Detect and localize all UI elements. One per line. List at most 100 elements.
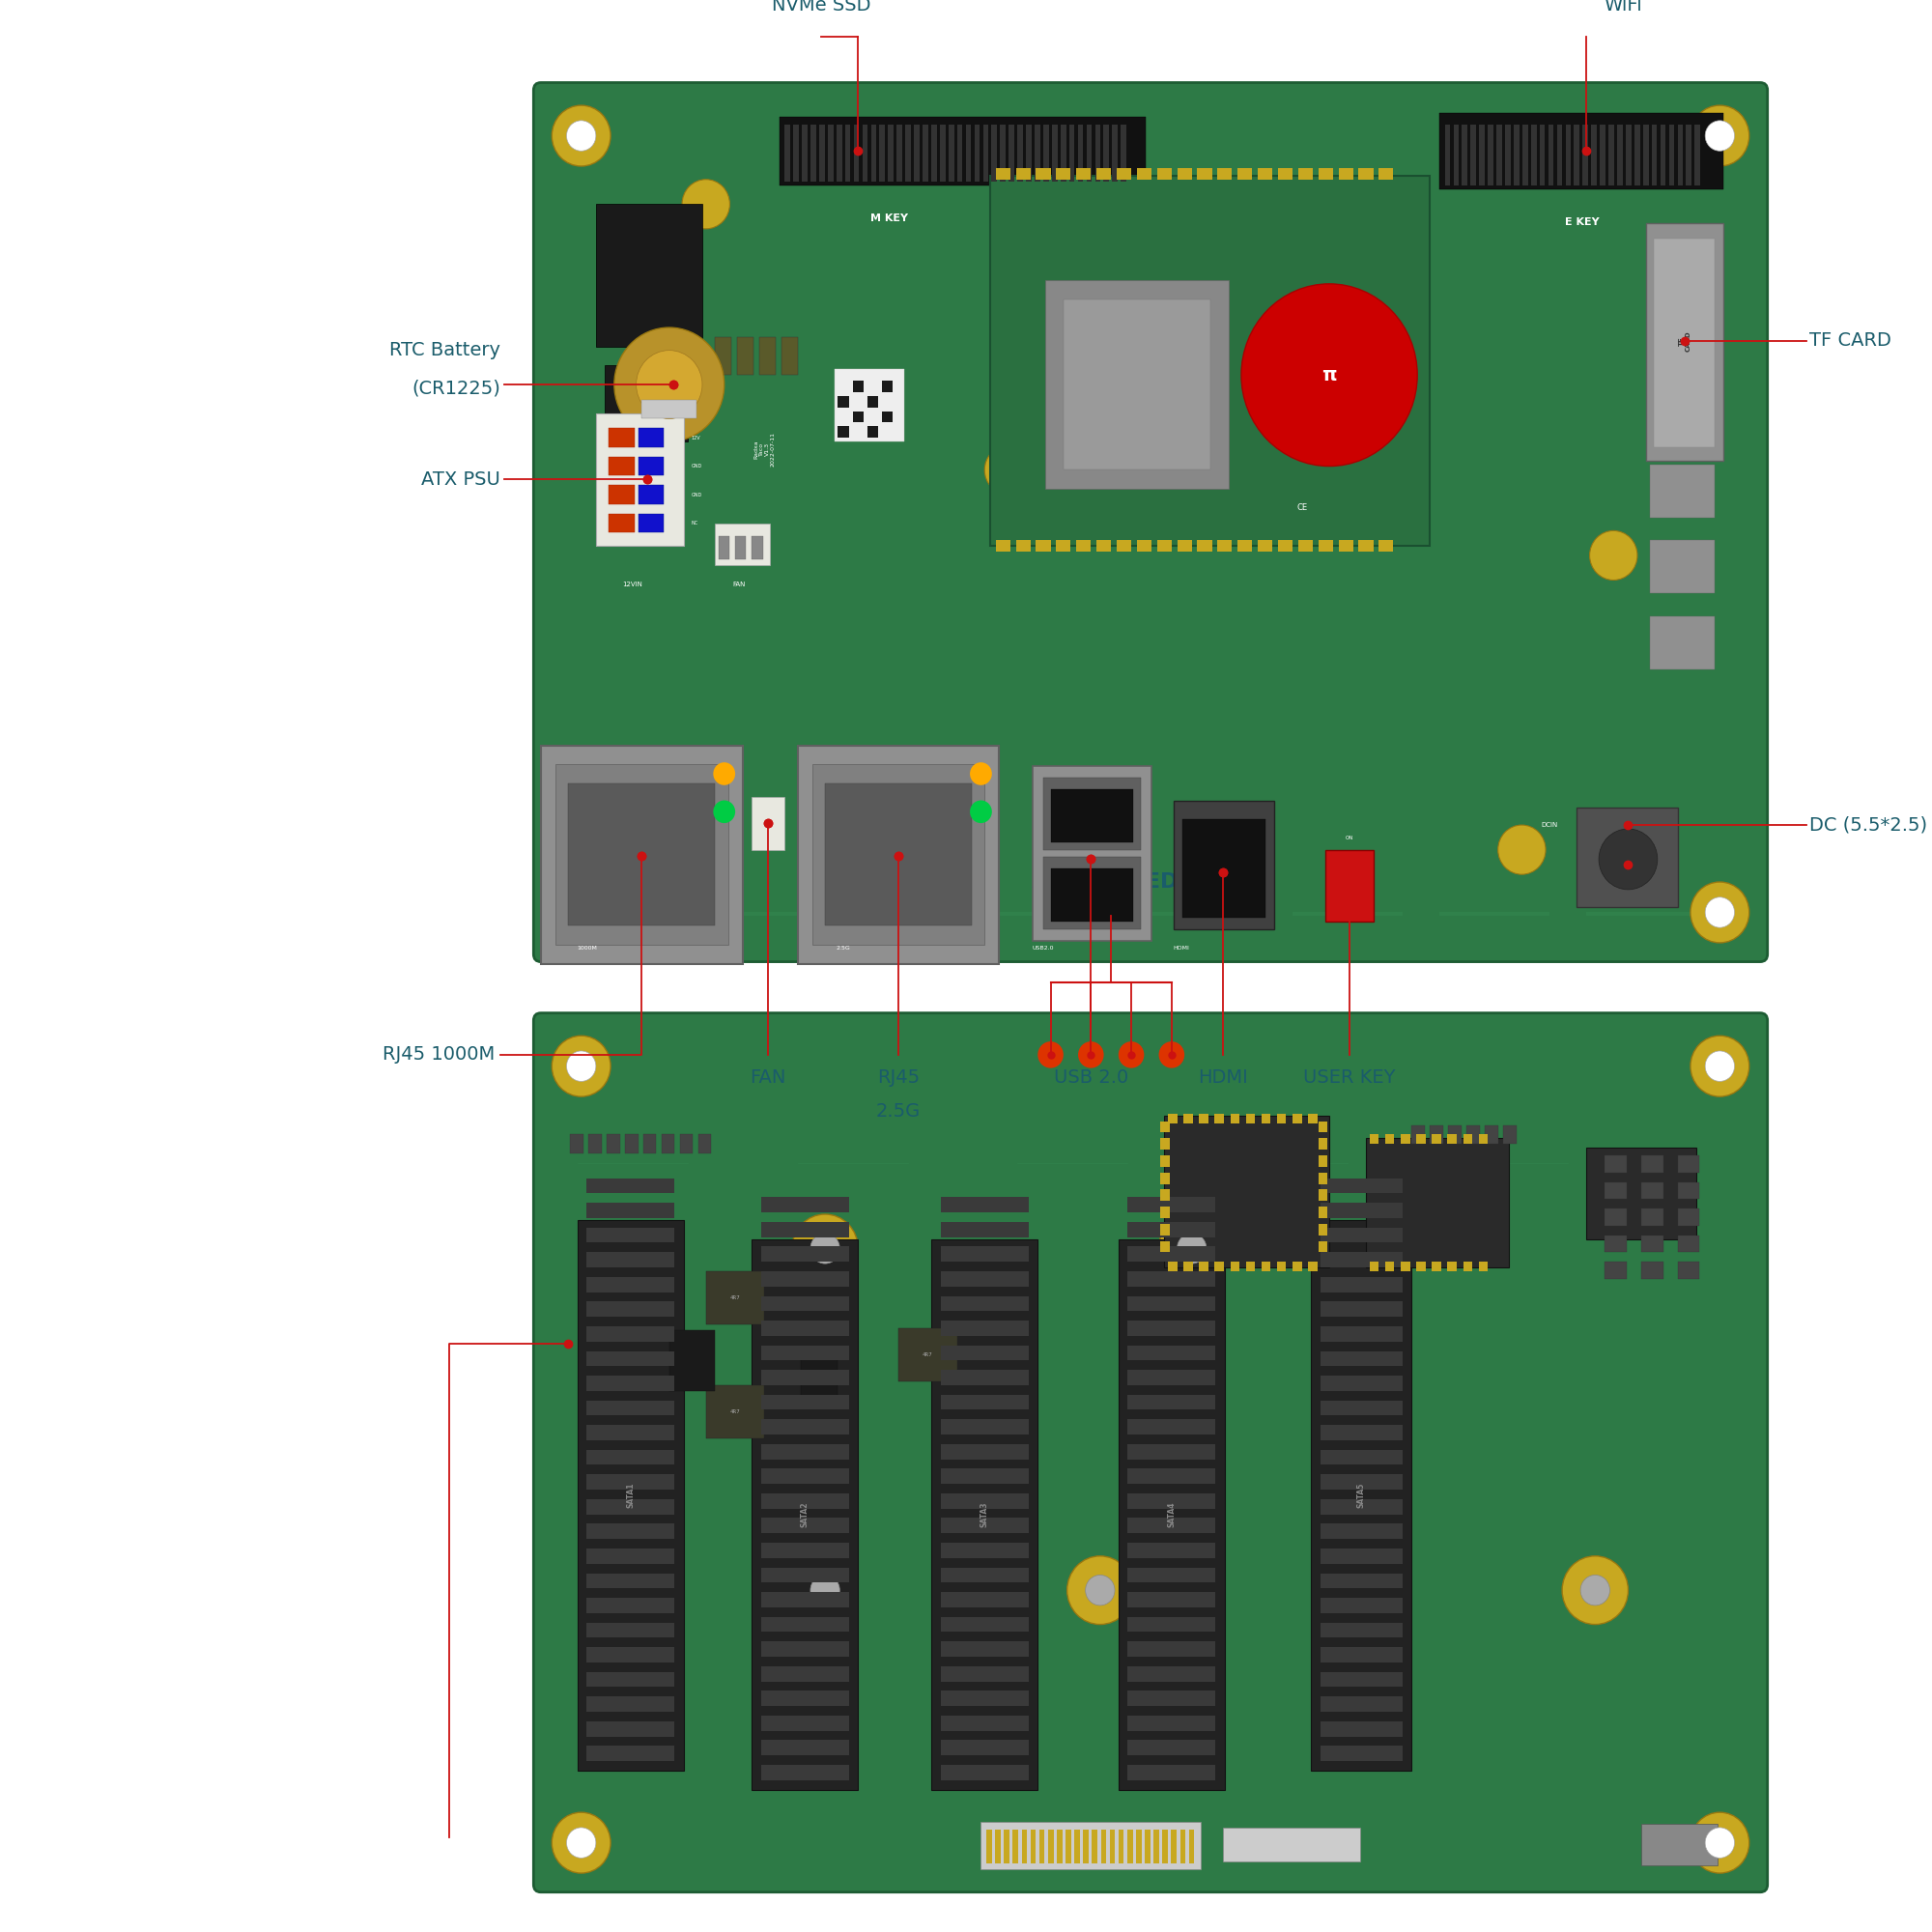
- Bar: [1379, 168, 1393, 180]
- Bar: [1126, 1830, 1132, 1864]
- Bar: [1370, 1262, 1379, 1271]
- Bar: [1320, 1179, 1403, 1194]
- Bar: [1076, 541, 1092, 553]
- Bar: [1161, 1121, 1169, 1132]
- Bar: [941, 1468, 1028, 1484]
- Circle shape: [566, 120, 595, 151]
- Bar: [1173, 800, 1275, 929]
- Bar: [1016, 168, 1030, 180]
- Bar: [761, 1420, 848, 1435]
- Text: Radxa
Taco
V1.3
2022-07-11: Radxa Taco V1.3 2022-07-11: [753, 433, 775, 468]
- Bar: [1215, 1262, 1223, 1271]
- Text: (CR1225): (CR1225): [412, 379, 500, 398]
- Bar: [587, 1524, 674, 1540]
- Bar: [1463, 124, 1468, 185]
- Bar: [1312, 1219, 1412, 1770]
- Bar: [1128, 1321, 1215, 1335]
- Bar: [1161, 1190, 1169, 1202]
- Bar: [1339, 541, 1352, 553]
- Bar: [1262, 1113, 1271, 1122]
- Text: FAN: FAN: [732, 582, 746, 587]
- Bar: [1416, 1262, 1426, 1271]
- Bar: [587, 1548, 674, 1563]
- Bar: [1325, 850, 1374, 922]
- Bar: [607, 1134, 620, 1153]
- Bar: [1687, 124, 1692, 185]
- Bar: [638, 485, 665, 504]
- Bar: [1157, 168, 1171, 180]
- Bar: [1128, 1766, 1215, 1779]
- Bar: [761, 1642, 848, 1656]
- Circle shape: [1600, 829, 1658, 889]
- Bar: [715, 336, 732, 375]
- Bar: [1036, 541, 1051, 553]
- Bar: [1625, 124, 1631, 185]
- Text: 1000M: 1000M: [576, 945, 597, 951]
- Bar: [941, 1741, 1028, 1756]
- Bar: [1503, 1124, 1517, 1144]
- Text: 4R7: 4R7: [730, 1294, 740, 1300]
- Bar: [587, 1573, 674, 1588]
- Bar: [1540, 124, 1546, 185]
- Bar: [1161, 1155, 1169, 1167]
- Bar: [835, 369, 904, 442]
- Circle shape: [553, 883, 611, 943]
- Bar: [1320, 1474, 1403, 1490]
- Bar: [1293, 1262, 1302, 1271]
- Bar: [1480, 124, 1486, 185]
- Bar: [752, 537, 763, 558]
- Bar: [1416, 1134, 1426, 1144]
- Bar: [1165, 1115, 1329, 1267]
- Bar: [871, 124, 877, 182]
- Text: NC: NC: [692, 522, 697, 526]
- Bar: [1320, 1696, 1403, 1712]
- Bar: [1320, 1573, 1403, 1588]
- Bar: [1604, 1209, 1627, 1225]
- Bar: [609, 485, 634, 504]
- Bar: [1577, 808, 1677, 906]
- Bar: [761, 1468, 848, 1484]
- Bar: [995, 168, 1010, 180]
- Bar: [825, 782, 972, 925]
- Bar: [1246, 1113, 1256, 1122]
- Bar: [1548, 124, 1553, 185]
- Bar: [587, 1623, 674, 1638]
- Bar: [1640, 1262, 1663, 1279]
- Circle shape: [1240, 284, 1418, 466]
- Text: USB2.0: USB2.0: [1032, 945, 1055, 951]
- Bar: [941, 1198, 1028, 1213]
- Bar: [889, 124, 895, 182]
- Bar: [1339, 168, 1352, 180]
- Bar: [867, 427, 879, 439]
- Text: ON: ON: [1345, 835, 1354, 840]
- Circle shape: [566, 896, 595, 927]
- Bar: [761, 1665, 848, 1681]
- Bar: [854, 124, 860, 182]
- Bar: [995, 1830, 1001, 1864]
- Bar: [1298, 541, 1312, 553]
- Circle shape: [1037, 1041, 1063, 1068]
- Bar: [941, 1271, 1028, 1287]
- Bar: [1128, 1642, 1215, 1656]
- Bar: [1217, 168, 1233, 180]
- Text: 2.5G: 2.5G: [837, 945, 850, 951]
- Circle shape: [1706, 1828, 1735, 1859]
- Text: M KEY: M KEY: [871, 214, 908, 224]
- Bar: [1030, 1830, 1036, 1864]
- Circle shape: [1706, 120, 1735, 151]
- Circle shape: [1119, 1041, 1144, 1068]
- Bar: [1677, 124, 1683, 185]
- Bar: [1604, 1155, 1627, 1173]
- Circle shape: [792, 1215, 858, 1283]
- Bar: [1449, 1124, 1461, 1144]
- Circle shape: [553, 1812, 611, 1874]
- Bar: [1163, 1830, 1169, 1864]
- Bar: [1293, 912, 1403, 916]
- Bar: [1650, 616, 1714, 668]
- Bar: [941, 1766, 1028, 1779]
- Bar: [738, 336, 753, 375]
- Bar: [761, 1246, 848, 1262]
- Bar: [1604, 1182, 1627, 1200]
- Circle shape: [810, 1233, 840, 1264]
- Bar: [761, 1716, 848, 1731]
